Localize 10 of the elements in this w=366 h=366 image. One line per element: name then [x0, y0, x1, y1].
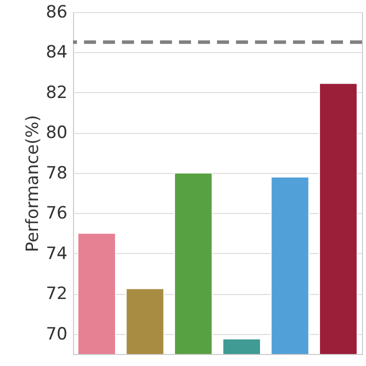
y-tick-label: 84 [46, 42, 68, 63]
y-tick-label: 86 [46, 2, 68, 22]
y-tick-label: 80 [46, 123, 68, 144]
y-tick-label: 72 [46, 284, 68, 304]
y-tick-label: 74 [46, 244, 68, 264]
y-tick-label: 76 [46, 204, 68, 224]
y-axis-title: Performance(%) [22, 114, 43, 252]
y-tick-label: 70 [46, 324, 68, 344]
y-tick-label: 82 [46, 82, 68, 103]
y-tick-label: 78 [46, 163, 68, 184]
